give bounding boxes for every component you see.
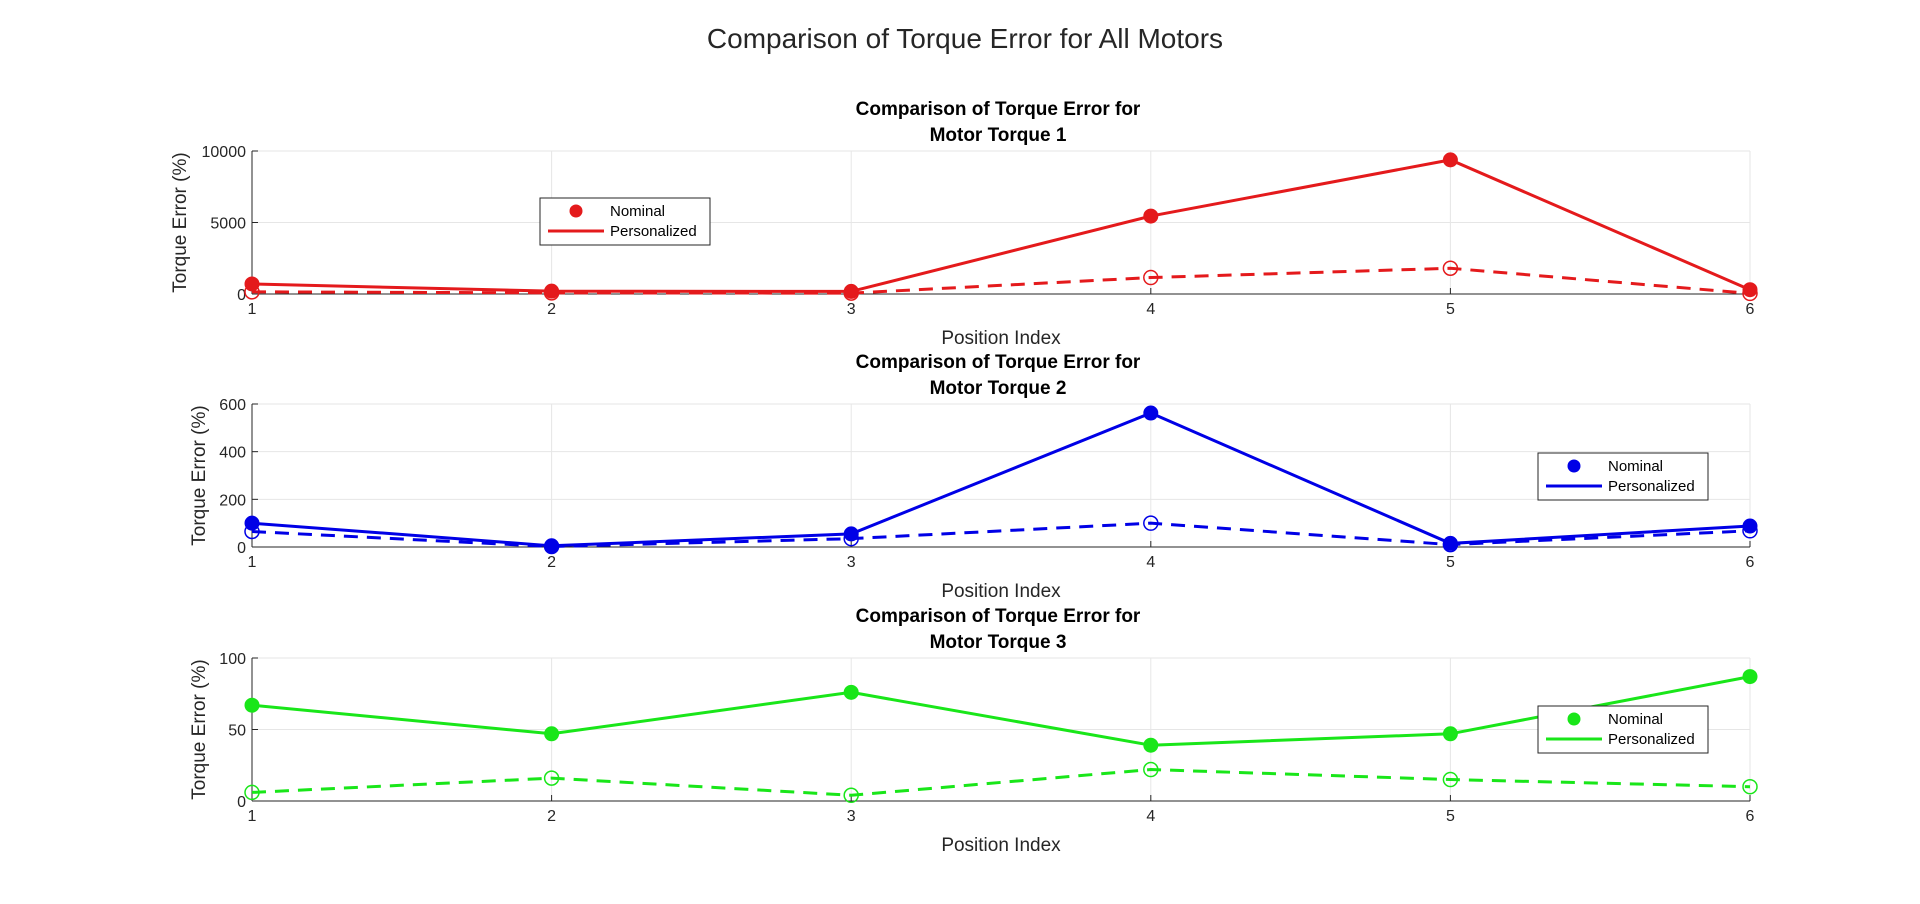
data-point-personalized	[1143, 405, 1159, 421]
x-tick-label: 4	[1146, 808, 1155, 825]
data-point-nominal	[1442, 771, 1459, 788]
x-tick-label: 4	[1146, 554, 1155, 571]
subplot-title-line: Motor Torque 2	[930, 378, 1067, 399]
subplot-title-line: Motor Torque 3	[930, 632, 1067, 653]
figure-title: Comparison of Torque Error for All Motor…	[707, 23, 1223, 54]
x-axis-label: Position Index	[941, 328, 1061, 349]
data-point-nominal	[1742, 285, 1758, 302]
series-line-personalized	[251, 411, 1751, 548]
x-tick-label: 5	[1446, 301, 1455, 318]
y-tick-label: 0	[237, 540, 246, 557]
y-tick-label: 5000	[210, 216, 246, 233]
y-tick-label: 0	[237, 794, 246, 811]
subplot-1: 1 2 3 4 5 6 0 5000 10000 Position Index Torque Err…	[170, 99, 1758, 349]
legend-box	[1537, 705, 1709, 754]
x-tick-label: 5	[1446, 554, 1455, 571]
legend-label-personalized: Personalized	[610, 223, 697, 240]
series-line-personalized	[251, 158, 1751, 293]
data-point-personalized	[244, 697, 260, 713]
data-point-personalized	[1442, 152, 1458, 168]
data-point-nominal	[1742, 523, 1758, 539]
data-point-nominal	[244, 284, 260, 300]
x-tick-label: 1	[248, 301, 257, 318]
x-axis-label: Position Index	[941, 581, 1061, 602]
data-point-nominal	[1143, 515, 1159, 531]
legend-label-nominal: Nominal	[610, 203, 665, 220]
legend-marker-nominal	[1567, 712, 1581, 726]
y-tick-label: 200	[219, 492, 246, 509]
x-tick-label: 2	[547, 808, 556, 825]
subplot-title-line: Comparison of Torque Error for	[856, 352, 1141, 373]
data-point-personalized	[1143, 208, 1159, 224]
series-line-nominal	[251, 266, 1751, 295]
x-tick-label: 3	[847, 554, 856, 571]
data-point-nominal	[1442, 536, 1459, 553]
x-tick-label: 5	[1446, 808, 1455, 825]
x-tick-label: 3	[847, 301, 856, 318]
x-tick-label: 2	[547, 301, 556, 318]
y-tick-label: 400	[219, 445, 246, 462]
x-tick-label: 1	[248, 808, 257, 825]
x-tick-label: 6	[1746, 808, 1755, 825]
data-point-personalized	[1742, 282, 1758, 298]
data-point-personalized	[244, 276, 260, 292]
legend-box	[1537, 452, 1709, 501]
y-axis-label: Torque Error (%)	[189, 659, 210, 799]
subplot-title-line: Comparison of Torque Error for	[856, 606, 1141, 627]
legend-label-nominal: Nominal	[1608, 458, 1663, 475]
subplot-title-line: Motor Torque 1	[930, 125, 1067, 146]
x-tick-label: 6	[1746, 301, 1755, 318]
legend-box	[539, 197, 711, 246]
x-tick-label: 1	[248, 554, 257, 571]
data-point-nominal	[843, 530, 859, 547]
y-tick-label: 50	[228, 723, 246, 740]
data-point-personalized	[244, 515, 260, 531]
x-tick-label: 3	[847, 808, 856, 825]
x-tick-label: 4	[1146, 301, 1155, 318]
data-point-nominal	[244, 784, 260, 801]
data-point-nominal	[843, 787, 859, 804]
legend: Nominal Personalized	[1537, 705, 1709, 754]
series-line-nominal	[251, 521, 1751, 549]
x-axis-label: Position Index	[941, 835, 1061, 856]
subplot-3: 1 2 3 4 5 6 0 50 100 Position Index Torque Error (…	[189, 606, 1758, 856]
data-point-personalized	[1442, 726, 1458, 742]
y-tick-label: 0	[237, 287, 246, 304]
y-axis-label: Torque Error (%)	[170, 152, 191, 292]
y-axis-label: Torque Error (%)	[189, 405, 210, 545]
data-point-personalized	[544, 726, 560, 742]
data-point-nominal	[1742, 778, 1758, 795]
series-line-nominal	[251, 768, 1751, 797]
plot-area	[252, 404, 1750, 547]
series-line-personalized	[251, 675, 1751, 747]
legend: Nominal Personalized	[539, 197, 711, 246]
data-point-nominal	[1143, 269, 1159, 286]
data-point-nominal	[543, 770, 560, 786]
data-point-nominal	[1442, 260, 1459, 277]
legend-label-personalized: Personalized	[1608, 478, 1695, 495]
data-point-personalized	[1742, 669, 1758, 685]
data-point-nominal	[244, 523, 260, 540]
subplot-2: 1 2 3 4 5 6 0 200 400 600 Position Index Torque Err…	[189, 352, 1758, 602]
data-point-nominal	[843, 285, 859, 301]
legend-label-nominal: Nominal	[1608, 711, 1663, 728]
data-point-nominal	[543, 285, 560, 301]
legend-marker-nominal	[569, 204, 583, 218]
legend: Nominal Personalized	[1537, 452, 1709, 501]
y-tick-label: 100	[219, 651, 246, 668]
data-point-nominal	[543, 538, 560, 555]
data-point-personalized	[1143, 737, 1159, 753]
y-tick-label: 10000	[202, 144, 247, 161]
x-tick-label: 6	[1746, 554, 1755, 571]
legend-label-personalized: Personalized	[1608, 731, 1695, 748]
data-point-personalized	[843, 684, 859, 700]
data-point-nominal	[1143, 761, 1159, 778]
x-tick-label: 2	[547, 554, 556, 571]
subplot-title-line: Comparison of Torque Error for	[856, 99, 1141, 120]
legend-marker-nominal	[1567, 459, 1581, 473]
y-tick-label: 600	[219, 397, 246, 414]
